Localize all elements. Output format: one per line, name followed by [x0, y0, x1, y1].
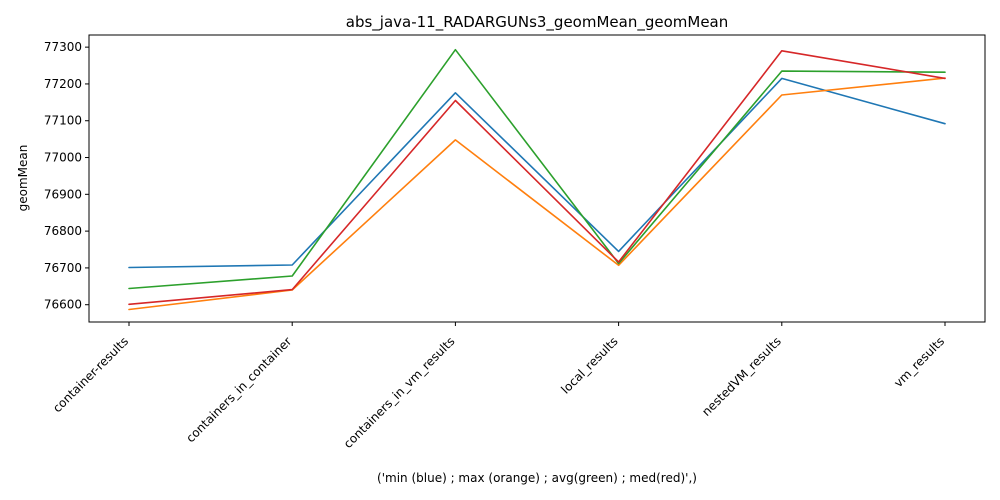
y-tick-label: 77000	[44, 151, 82, 165]
series-line-2	[128, 48, 946, 290]
x-tick-label: local_results	[558, 334, 620, 396]
x-tick-label: nestedVM_results	[699, 334, 784, 419]
y-axis-label: geomMean	[16, 145, 30, 212]
series-line-1	[128, 77, 946, 311]
y-tick-label: 76600	[44, 298, 82, 312]
x-tick-label: container-results	[50, 334, 131, 415]
x-axis: container-results containers_in_container…	[50, 322, 947, 451]
y-tick-label: 77100	[44, 114, 82, 128]
plot-frame	[88, 34, 986, 323]
x-tick-label: containers_in_vm_results	[341, 334, 458, 451]
x-axis-label: ('min (blue) ; max (orange) ; avg(green)…	[377, 471, 697, 485]
y-tick-label: 76900	[44, 187, 82, 201]
chart-title: abs_java-11_RADARGUNs3_geomMean_geomMean	[346, 13, 729, 32]
y-axis: 76600 76700 76800 76900 77000 77100 77200 77300	[44, 40, 89, 312]
y-tick-label: 76800	[44, 224, 82, 238]
series-line-3	[128, 49, 946, 306]
x-tick-label: vm_results	[891, 334, 947, 390]
x-tick-label: containers_in_container	[183, 334, 294, 445]
series-line-0	[128, 77, 946, 269]
y-tick-label: 77300	[44, 40, 82, 54]
series-layer	[128, 48, 946, 311]
y-tick-label: 77200	[44, 77, 82, 91]
y-tick-label: 76700	[44, 261, 82, 275]
